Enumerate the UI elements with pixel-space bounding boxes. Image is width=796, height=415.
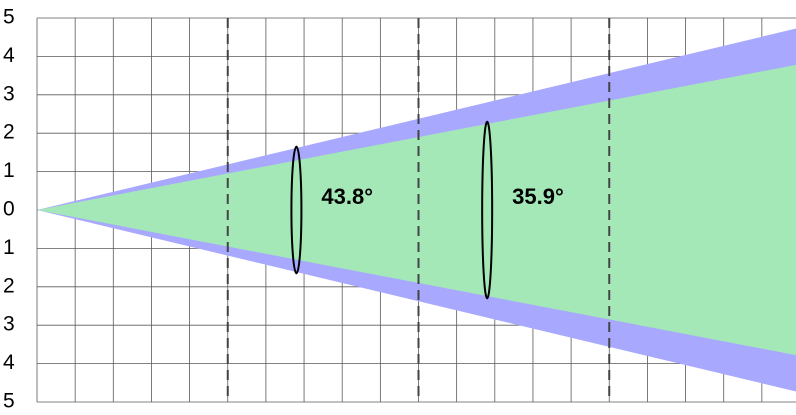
- y-axis-tick-labels: 5 4 3 2 1 0 1 2 3 4 5: [3, 6, 15, 413]
- y-tick-label: 1: [3, 159, 15, 182]
- y-tick-label: 2: [3, 121, 15, 144]
- inner-fov-cone: [37, 64, 796, 356]
- y-tick-label: 1: [3, 236, 15, 259]
- y-tick-label: 3: [3, 313, 15, 336]
- angle-measure-ellipse: [481, 120, 494, 300]
- angle-label: 35.9°: [512, 184, 564, 209]
- y-tick-label: 4: [3, 44, 15, 67]
- y-tick-label: 5: [3, 6, 15, 29]
- angle-label: 43.8°: [321, 184, 373, 209]
- y-tick-label: 3: [3, 82, 15, 105]
- y-tick-label: 0: [3, 198, 15, 221]
- angle-annotations: 43.8° 35.9°: [290, 120, 564, 300]
- angle-measure-ellipse: [290, 145, 303, 275]
- y-tick-label: 2: [3, 274, 15, 297]
- y-tick-label: 5: [3, 390, 15, 413]
- y-tick-label: 4: [3, 351, 15, 374]
- section-dividers: [226, 18, 611, 402]
